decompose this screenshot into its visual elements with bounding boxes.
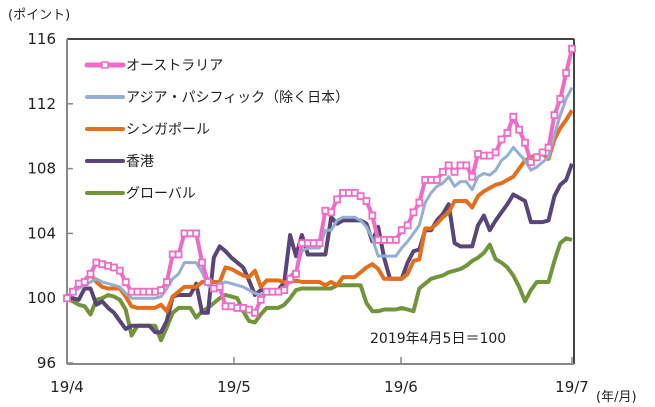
data-point-marker (121, 278, 130, 286)
data-point-marker (315, 239, 324, 248)
data-point-marker (526, 158, 535, 167)
data-point-marker (497, 135, 506, 144)
series-line-1 (65, 86, 574, 300)
y-tick-label: 100 (27, 289, 56, 307)
data-point-marker (174, 250, 183, 259)
data-point-marker (204, 278, 212, 286)
data-point-marker (562, 69, 571, 77)
data-point-marker (397, 226, 406, 235)
x-tick-label: 19/4 (50, 378, 84, 396)
legend-label: 香港 (126, 154, 154, 170)
data-point-marker (468, 172, 477, 181)
data-point-marker (115, 266, 124, 275)
y-tick-label: 108 (27, 160, 56, 178)
data-point-marker (327, 208, 336, 217)
y-tick-label: 96 (37, 354, 56, 372)
legend-marker (101, 61, 109, 69)
data-point-marker (280, 286, 289, 295)
data-point-marker (509, 112, 518, 121)
data-point-marker (162, 278, 171, 286)
data-point-marker (157, 286, 165, 295)
data-point-marker (515, 125, 524, 134)
data-point-marker (80, 278, 89, 286)
x-axis-label: (年/月) (596, 390, 637, 405)
series-line-3 (67, 163, 574, 335)
data-point-marker (521, 138, 529, 147)
data-point-marker (403, 221, 412, 230)
data-point-marker (362, 197, 371, 205)
data-point-marker (550, 111, 559, 120)
data-point-marker (532, 153, 541, 162)
data-point-marker (568, 44, 576, 53)
y-tick-label: 112 (27, 95, 56, 113)
data-point-marker (198, 258, 206, 267)
x-tick-label: 19/7 (555, 378, 589, 396)
data-point-marker (450, 167, 459, 176)
data-point-marker (491, 148, 500, 157)
x-tick-label: 19/6 (384, 378, 418, 396)
data-point-marker (292, 269, 300, 278)
legend-label: シンガポール (126, 122, 210, 138)
data-point-marker (256, 295, 265, 304)
legend-label: アジア・パシフィック（除く日本） (126, 90, 349, 106)
series-line-2 (65, 109, 574, 314)
y-axis-label: (ポイント) (8, 8, 70, 23)
data-point-marker (68, 287, 77, 296)
data-point-marker (444, 161, 453, 170)
data-point-marker (415, 198, 424, 207)
data-point-marker (63, 294, 71, 303)
data-point-marker (391, 235, 400, 244)
y-tick-label: 104 (27, 224, 56, 242)
data-point-marker (86, 269, 95, 278)
series-line-0 (65, 48, 574, 315)
data-point-marker (409, 208, 418, 217)
data-point-marker (433, 176, 441, 184)
data-point-marker (368, 211, 377, 220)
data-point-marker (438, 167, 447, 176)
data-point-marker (538, 148, 547, 157)
data-point-marker (286, 274, 295, 283)
data-point-marker (333, 195, 342, 204)
data-point-marker (356, 192, 365, 201)
data-point-marker (462, 161, 471, 170)
legend-label: グローバル (126, 186, 196, 202)
data-point-marker (192, 229, 201, 238)
y-tick-label: 116 (27, 30, 56, 48)
base-date-annotation: 2019年4月5日＝100 (370, 331, 506, 347)
data-point-marker (544, 143, 553, 152)
data-point-marker (503, 129, 512, 137)
x-tick-label: 19/5 (217, 378, 251, 396)
data-point-marker (215, 282, 224, 291)
data-point-marker (251, 308, 259, 317)
legend-label: オーストラリア (126, 58, 223, 74)
data-point-marker (556, 95, 565, 103)
